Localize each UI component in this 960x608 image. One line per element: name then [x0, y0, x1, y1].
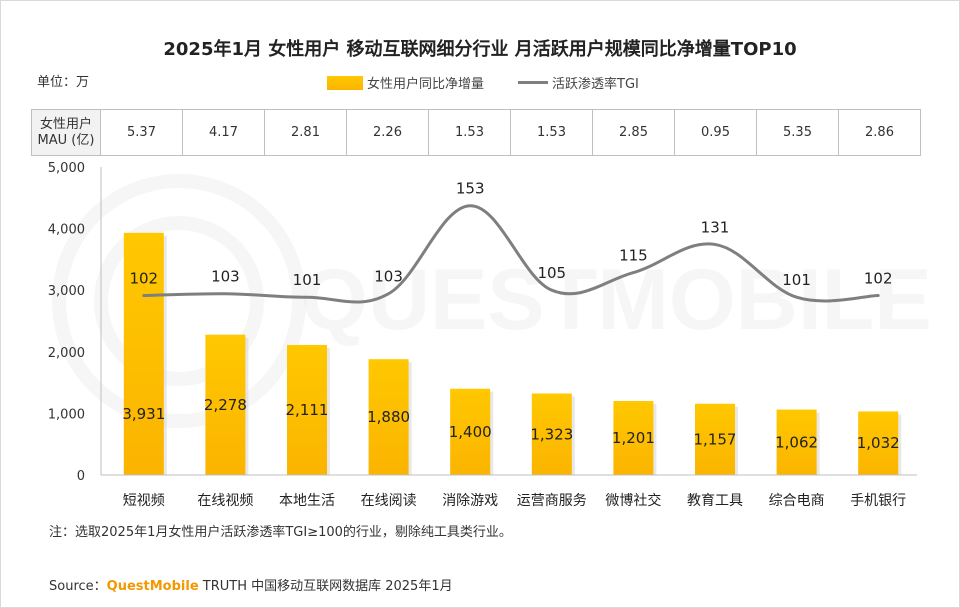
footnote: 注：选取2025年1月女性用户活跃渗透率TGI≥100的行业，剔除纯工具类行业。: [49, 525, 512, 540]
x-tick-label: 消除游戏: [442, 493, 498, 509]
bar: [613, 401, 654, 475]
legend-line-swatch: [518, 81, 549, 84]
y-tick-label: 3,000: [48, 284, 85, 299]
mau-table-row: 女性用户 MAU (亿) 5.37 4.17 2.81 2.26 1.53 1.…: [31, 109, 921, 156]
y-tick-label: 2,000: [48, 346, 85, 361]
legend: 女性用户同比净增量 活跃渗透率TGI: [327, 73, 639, 92]
bar-value-label: 2,278: [204, 396, 247, 414]
bar: [450, 388, 491, 475]
x-tick-label: 在线视频: [197, 493, 253, 509]
tgi-value-label: 102: [129, 269, 158, 287]
tgi-value-label: 153: [456, 180, 485, 198]
bar: [776, 409, 817, 475]
bar-value-label: 1,062: [775, 433, 818, 451]
tgi-value-label: 102: [864, 269, 893, 287]
bar: [531, 393, 572, 475]
y-tick-label: 0: [77, 469, 85, 484]
mau-cell: 2.81: [264, 109, 347, 156]
x-tick-label: 教育工具: [687, 493, 743, 509]
source-rest: TRUTH 中国移动互联网数据库 2025年1月: [198, 579, 453, 594]
mau-table: 女性用户 MAU (亿) 5.37 4.17 2.81 2.26 1.53 1.…: [31, 109, 921, 156]
unit-label: 单位：万: [37, 75, 90, 90]
bar-value-label: 1,400: [449, 423, 492, 441]
legend-line-label: 活跃渗透率TGI: [552, 77, 639, 92]
bar-value-label: 1,032: [857, 434, 900, 452]
tgi-value-label: 103: [374, 268, 403, 286]
y-tick-label: 1,000: [48, 407, 85, 422]
source-line: Source：QuestMobile TRUTH 中国移动互联网数据库 2025…: [49, 575, 453, 594]
mau-cell: 4.17: [182, 109, 265, 156]
bar-value-label: 1,880: [367, 408, 410, 426]
tgi-line-series: 102 103 101 103 153 105 115 131 101 102: [129, 180, 893, 304]
bar-value-label: 1,157: [694, 430, 737, 448]
chart-title: 2025年1月 女性用户 移动互联网细分行业 月活跃用户规模同比净增量TOP10: [163, 39, 797, 60]
tgi-value-label: 115: [619, 247, 648, 265]
x-tick-label: 手机银行: [850, 493, 906, 509]
tgi-value-label: 101: [782, 271, 811, 289]
tgi-value-label: 103: [211, 268, 240, 286]
mau-cell: 0.95: [674, 109, 757, 156]
bar-value-label: 2,111: [286, 401, 329, 419]
legend-bar-label: 女性用户同比净增量: [367, 77, 485, 92]
mau-cell: 5.37: [100, 109, 183, 156]
x-tick-label: 本地生活: [279, 493, 335, 509]
x-tick-label: 微博社交: [605, 492, 661, 509]
tgi-value-label: 105: [537, 264, 566, 282]
bar-value-label: 1,201: [612, 429, 655, 447]
x-tick-label: 运营商服务: [517, 493, 587, 509]
bar-value-label: 1,323: [530, 425, 573, 443]
x-tick-label: 在线阅读: [361, 492, 417, 509]
x-axis: 短视频 在线视频 本地生活 在线阅读 消除游戏 运营商服务 微博社交 教育工具 综合电商 手机银行: [101, 474, 917, 509]
mau-header-line1: 女性用户: [39, 116, 92, 132]
mau-cell: 2.86: [838, 109, 921, 156]
bar: [287, 344, 327, 475]
source-prefix: Source：: [49, 579, 107, 594]
legend-bar-swatch: [327, 75, 363, 90]
tgi-line: [142, 204, 880, 304]
mau-header-line2: MAU (亿): [37, 132, 95, 148]
y-tick-label: 5,000: [48, 161, 85, 176]
bar: [858, 411, 899, 475]
mau-cell: 2.26: [346, 109, 429, 156]
bar: [695, 403, 735, 475]
x-tick-label: 综合电商: [769, 493, 825, 509]
tgi-value-label: 131: [701, 218, 730, 236]
bar: [368, 359, 409, 475]
mau-cell: 2.85: [592, 109, 675, 156]
bar-value-label: 3,931: [122, 405, 165, 423]
y-tick-label: 4,000: [48, 223, 85, 238]
source-brand: QuestMobile: [106, 579, 199, 594]
bar-series: 3,931 2,278 2,111 1,880 1,400 1,323 1,201 1,157…: [122, 232, 902, 475]
bar: [123, 232, 164, 475]
tgi-value-label: 101: [293, 271, 322, 289]
mau-cell: 5.35: [756, 109, 839, 156]
x-tick-label: 短视频: [123, 493, 165, 509]
y-axis: 5,000 4,000 3,000 2,000 1,000 0: [48, 161, 102, 484]
mau-cell: 1.53: [510, 109, 593, 156]
bar: [205, 334, 246, 475]
mau-table-header: 女性用户 MAU (亿): [31, 109, 101, 156]
